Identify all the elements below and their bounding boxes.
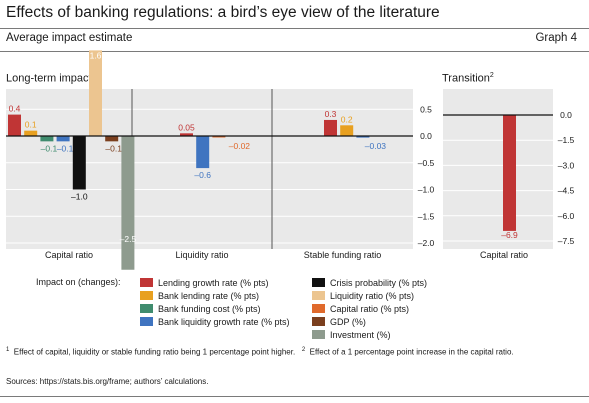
legend-swatch	[312, 317, 325, 327]
bar	[89, 50, 102, 136]
chart-title: Effects of banking regulations: a bird’s…	[6, 4, 440, 21]
y-tick-label: 0.5	[420, 104, 432, 114]
legend-item: Lending growth rate (% pts)	[140, 277, 269, 289]
footnotes: 1 Effect of capital, liquidity or stable…	[6, 344, 581, 359]
legend-item: GDP (%)	[312, 316, 366, 328]
bar	[40, 136, 54, 142]
legend-item: Bank lending rate (% pts)	[140, 290, 259, 302]
sources-note: Sources: https://stats.bis.org/frame; au…	[6, 377, 209, 386]
legend-swatch	[312, 291, 325, 301]
data-label: –0.1	[105, 143, 122, 153]
data-label: 0.3	[325, 109, 337, 119]
legend-label: Bank liquidity growth rate (% pts)	[158, 317, 290, 327]
legend-item: Crisis probability (% pts)	[312, 277, 427, 289]
legend-swatch	[312, 330, 325, 340]
bar	[324, 119, 337, 136]
bar	[196, 136, 210, 169]
subtitle-rule	[0, 51, 589, 52]
data-label: –0.1	[57, 143, 74, 153]
legend-swatch	[140, 291, 153, 301]
legend-item: Bank liquidity growth rate (% pts)	[140, 316, 290, 328]
legend-heading: Impact on (changes):	[36, 277, 121, 287]
data-label: 0.4	[9, 104, 21, 114]
legend-swatch	[140, 278, 153, 288]
footnote-1: Effect of capital, liquidity or stable f…	[13, 347, 296, 357]
x-category-label: Capital ratio	[45, 250, 93, 260]
y-tick-label: –7.5	[558, 236, 575, 246]
data-label: –0.02	[229, 141, 251, 151]
y-tick-label: 0.0	[420, 131, 432, 141]
bar	[503, 115, 516, 231]
y-tick-label: –3.0	[558, 160, 575, 170]
y-tick-label: –1.5	[558, 135, 575, 145]
bar	[105, 136, 119, 142]
legend-item: Bank funding cost (% pts)	[140, 303, 261, 315]
x-category-label: Liquidity ratio	[175, 250, 228, 260]
y-tick-label: –2.0	[418, 238, 435, 248]
legend-label: GDP (%)	[330, 317, 366, 327]
bar	[356, 136, 370, 138]
data-label: –0.03	[365, 141, 387, 151]
y-tick-label: 0.0	[560, 110, 572, 120]
legend-label: Investment (%)	[330, 330, 391, 340]
bar	[8, 114, 21, 136]
bottom-rule	[0, 396, 589, 397]
y-tick-label: –4.5	[558, 186, 575, 196]
y-tick-label: –0.5	[418, 158, 435, 168]
bar	[212, 136, 226, 138]
x-category-label: Capital ratio	[480, 250, 528, 260]
legend-item: Capital ratio (% pts)	[312, 303, 409, 315]
legend-item: Investment (%)	[312, 329, 391, 341]
y-tick-label: –1.5	[418, 211, 435, 221]
legend-item: Liquidity ratio (% pts)	[312, 290, 414, 302]
legend-label: Crisis probability (% pts)	[330, 278, 428, 288]
data-label: 0.2	[341, 114, 353, 124]
data-label: –2.5	[120, 234, 137, 244]
data-label: 1.6	[90, 50, 102, 60]
data-label: 0.05	[178, 122, 195, 132]
top-rule	[0, 28, 589, 29]
bar	[56, 136, 70, 142]
legend-label: Bank funding cost (% pts)	[158, 304, 261, 314]
data-label: 0.1	[25, 120, 37, 130]
footnote-1-mark: 1	[6, 347, 10, 353]
graph-number: Graph 4	[535, 32, 577, 44]
right-panel-title: Transition2	[442, 72, 494, 85]
footnote-2: Effect of a 1 percentage point increase …	[309, 347, 514, 357]
data-label: –0.1	[41, 143, 58, 153]
y-tick-label: –6.0	[558, 211, 575, 221]
data-label: –1.0	[71, 192, 88, 202]
plot-area	[6, 89, 413, 249]
data-label: –6.9	[501, 230, 518, 240]
legend-swatch	[312, 304, 325, 314]
legend-swatch	[140, 317, 153, 327]
y-tick-label: –1.0	[418, 185, 435, 195]
data-label: –0.6	[194, 170, 211, 180]
legend-swatch	[140, 304, 153, 314]
x-category-label: Stable funding ratio	[304, 250, 382, 260]
bar	[180, 133, 193, 136]
chart-subtitle: Average impact estimate	[6, 32, 133, 44]
legend-label: Capital ratio (% pts)	[330, 304, 410, 314]
plot-area	[443, 89, 553, 249]
footnote-2-mark: 2	[301, 347, 306, 353]
bar	[340, 125, 354, 136]
bar	[24, 130, 38, 136]
legend-label: Liquidity ratio (% pts)	[330, 291, 415, 301]
bar	[72, 136, 86, 190]
legend-swatch	[312, 278, 325, 288]
bar	[121, 136, 135, 270]
legend-label: Lending growth rate (% pts)	[158, 278, 269, 288]
legend-label: Bank lending rate (% pts)	[158, 291, 260, 301]
